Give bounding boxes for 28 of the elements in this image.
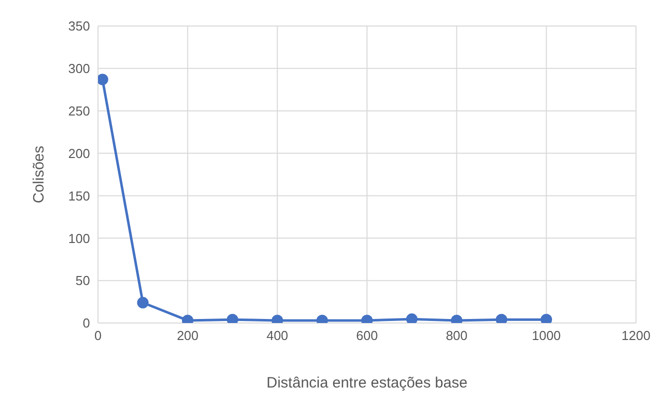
x-tick-label: 600 bbox=[356, 328, 378, 344]
point bbox=[450, 314, 462, 323]
y-tick-label: 300 bbox=[68, 61, 90, 76]
y-axis-title: Colisões bbox=[30, 146, 48, 204]
y-tick-label: 250 bbox=[68, 103, 90, 118]
x-tick-label: 400 bbox=[266, 328, 288, 344]
x-tick-label: 800 bbox=[446, 328, 468, 344]
y-tick-label: 350 bbox=[68, 18, 90, 34]
y-tick-label: 150 bbox=[68, 188, 90, 204]
y-tick-label: 100 bbox=[68, 230, 90, 246]
x-tick-label: 1000 bbox=[532, 328, 561, 344]
point bbox=[496, 314, 508, 323]
x-tick-label: 1200 bbox=[622, 328, 650, 344]
point bbox=[98, 74, 108, 86]
point bbox=[540, 314, 552, 323]
point bbox=[316, 314, 328, 323]
point bbox=[406, 313, 418, 323]
x-axis-title: Distância entre estações base bbox=[266, 374, 468, 392]
point bbox=[137, 296, 149, 308]
x-tick-label: 0 bbox=[94, 328, 102, 344]
point bbox=[361, 314, 373, 323]
point bbox=[226, 314, 238, 323]
x-tick-label: 200 bbox=[176, 328, 199, 344]
point bbox=[182, 314, 194, 323]
y-tick-label: 200 bbox=[68, 146, 90, 161]
point bbox=[272, 314, 284, 323]
y-tick-label: 50 bbox=[76, 273, 90, 288]
y-tick-label: 0 bbox=[82, 316, 90, 331]
